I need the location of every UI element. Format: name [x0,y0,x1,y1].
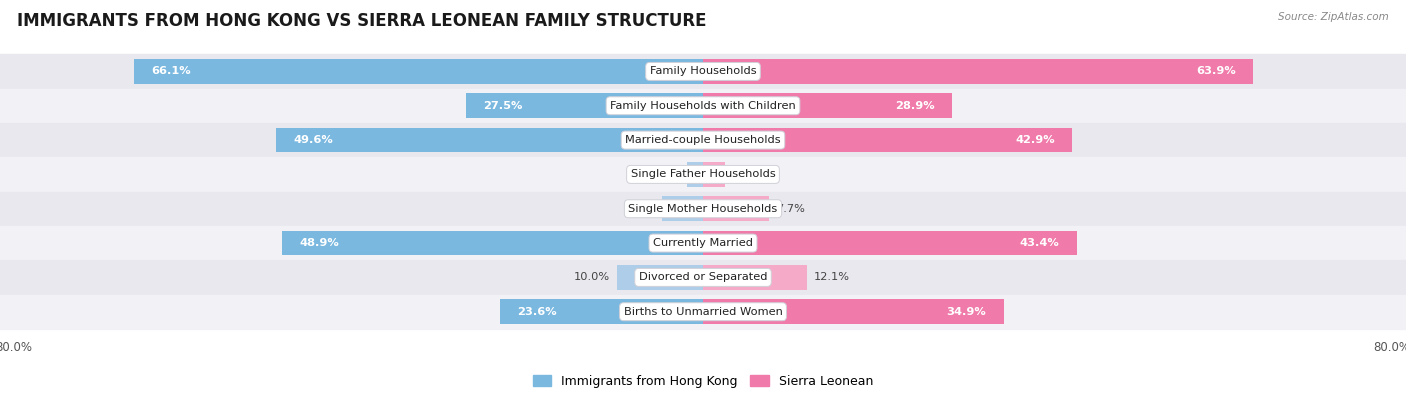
Bar [0,123,1406,157]
Bar [688,162,703,187]
Bar [467,93,703,118]
Bar [703,299,1004,324]
Text: Family Households: Family Households [650,66,756,76]
Text: 34.9%: 34.9% [946,307,987,317]
Text: Births to Unmarried Women: Births to Unmarried Women [624,307,782,317]
Text: Currently Married: Currently Married [652,238,754,248]
Text: 63.9%: 63.9% [1197,66,1236,76]
Legend: Immigrants from Hong Kong, Sierra Leonean: Immigrants from Hong Kong, Sierra Leonea… [527,370,879,393]
Text: 49.6%: 49.6% [292,135,333,145]
Bar [499,299,703,324]
Bar [703,265,807,290]
Text: 4.8%: 4.8% [626,204,655,214]
Bar [703,196,769,221]
Bar [0,54,1406,88]
Text: Family Households with Children: Family Households with Children [610,101,796,111]
Bar [662,196,703,221]
Bar [0,192,1406,226]
Bar [0,295,1406,329]
Bar [617,265,703,290]
Text: 28.9%: 28.9% [896,101,935,111]
Text: Divorced or Separated: Divorced or Separated [638,273,768,282]
Bar [703,59,1253,84]
Text: 10.0%: 10.0% [574,273,610,282]
Text: 1.8%: 1.8% [652,169,681,179]
Text: Single Father Households: Single Father Households [631,169,775,179]
Text: Single Mother Households: Single Mother Households [628,204,778,214]
Text: 7.7%: 7.7% [776,204,806,214]
Bar [134,59,703,84]
Text: IMMIGRANTS FROM HONG KONG VS SIERRA LEONEAN FAMILY STRUCTURE: IMMIGRANTS FROM HONG KONG VS SIERRA LEON… [17,12,706,30]
Bar [703,231,1077,256]
Text: Married-couple Households: Married-couple Households [626,135,780,145]
Bar [0,226,1406,260]
Text: 23.6%: 23.6% [517,307,557,317]
Bar [703,162,724,187]
Bar [703,93,952,118]
Bar [703,128,1073,152]
Text: 27.5%: 27.5% [484,101,523,111]
Bar [0,260,1406,295]
Bar [0,88,1406,123]
Text: 66.1%: 66.1% [150,66,191,76]
Bar [276,128,703,152]
Text: 48.9%: 48.9% [299,238,339,248]
Text: 42.9%: 42.9% [1015,135,1056,145]
Text: 12.1%: 12.1% [814,273,851,282]
Text: 2.5%: 2.5% [731,169,761,179]
Bar [0,157,1406,192]
Text: 43.4%: 43.4% [1019,238,1060,248]
Text: Source: ZipAtlas.com: Source: ZipAtlas.com [1278,12,1389,22]
Bar [281,231,703,256]
